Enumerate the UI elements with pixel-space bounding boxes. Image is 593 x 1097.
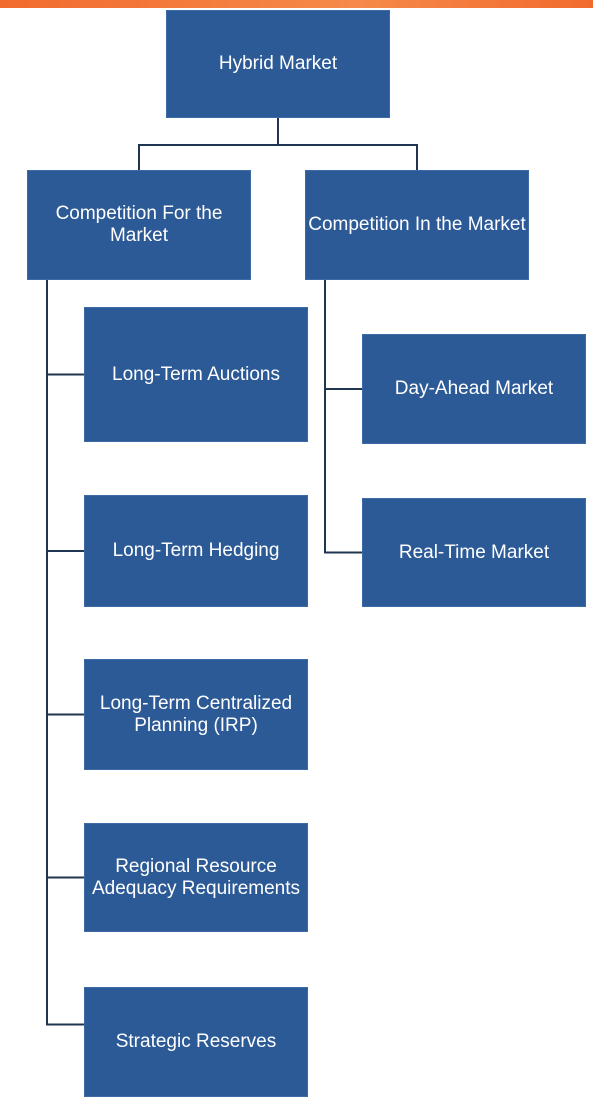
child-node: Regional Resource Adequacy Requirements	[84, 823, 308, 932]
child-node: Strategic Reserves	[84, 987, 308, 1097]
branch-node: Competition For the Market	[27, 170, 251, 280]
child-node: Day-Ahead Market	[362, 334, 586, 444]
child-node: Long-Term Auctions	[84, 307, 308, 442]
child-node: Real-Time Market	[362, 498, 586, 607]
branch-node: Competition In the Market	[305, 170, 529, 280]
child-node: Long-Term Centralized Planning (IRP)	[84, 659, 308, 770]
top-bar	[0, 0, 593, 8]
root-node: Hybrid Market	[166, 10, 390, 118]
child-node: Long-Term Hedging	[84, 495, 308, 607]
